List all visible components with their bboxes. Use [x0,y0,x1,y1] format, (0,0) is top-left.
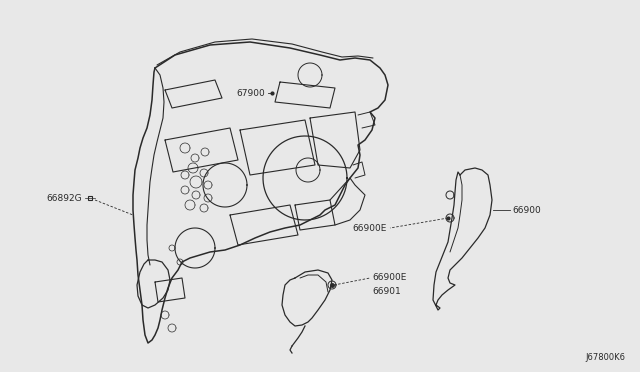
Text: 66900: 66900 [512,205,541,215]
Text: 66900E: 66900E [372,273,406,282]
Text: J67800K6: J67800K6 [585,353,625,362]
Text: 67900: 67900 [236,89,265,97]
Text: 66892G: 66892G [46,193,82,202]
Text: 66901: 66901 [372,288,401,296]
Text: 66900E: 66900E [353,224,387,232]
